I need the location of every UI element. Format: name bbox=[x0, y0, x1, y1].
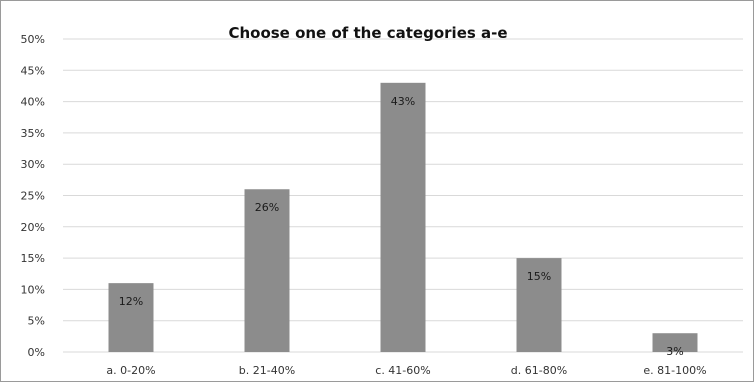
bar-5 bbox=[652, 333, 698, 352]
bar-4 bbox=[516, 258, 562, 352]
x-category-label: e. 81-100% bbox=[643, 364, 706, 377]
y-tick-label: 20% bbox=[21, 221, 45, 234]
y-axis-tick-labels: 0% 5% 10% 15% 20% 25% 30% 35% 40% 45% 50% bbox=[21, 33, 45, 359]
x-category-label: d. 61-80% bbox=[511, 364, 567, 377]
bar-2 bbox=[244, 189, 290, 352]
bars bbox=[108, 82, 698, 352]
x-category-label: a. 0-20% bbox=[106, 364, 155, 377]
data-label: 12% bbox=[119, 295, 143, 308]
y-tick-label: 40% bbox=[21, 96, 45, 109]
y-tick-label: 0% bbox=[28, 346, 45, 359]
chart-title: Choose one of the categories a-e bbox=[228, 24, 507, 42]
data-labels: 12% 26% 43% 15% 3% bbox=[119, 95, 684, 358]
y-tick-label: 45% bbox=[21, 64, 45, 77]
bar-1 bbox=[108, 283, 154, 352]
y-tick-label: 25% bbox=[21, 190, 45, 203]
x-category-label: b. 21-40% bbox=[239, 364, 295, 377]
y-tick-label: 10% bbox=[21, 283, 45, 296]
y-tick-label: 30% bbox=[21, 158, 45, 171]
data-label: 26% bbox=[255, 201, 279, 214]
x-category-label: c. 41-60% bbox=[375, 364, 430, 377]
data-label: 3% bbox=[666, 345, 683, 358]
y-tick-label: 5% bbox=[28, 315, 45, 328]
y-tick-label: 35% bbox=[21, 127, 45, 140]
y-tick-label: 15% bbox=[21, 252, 45, 265]
data-label: 15% bbox=[527, 270, 551, 283]
bar-3 bbox=[380, 82, 426, 352]
y-tick-label: 50% bbox=[21, 33, 45, 46]
data-label: 43% bbox=[391, 95, 415, 108]
x-axis-category-labels: a. 0-20% b. 21-40% c. 41-60% d. 61-80% e. 81… bbox=[106, 364, 706, 377]
